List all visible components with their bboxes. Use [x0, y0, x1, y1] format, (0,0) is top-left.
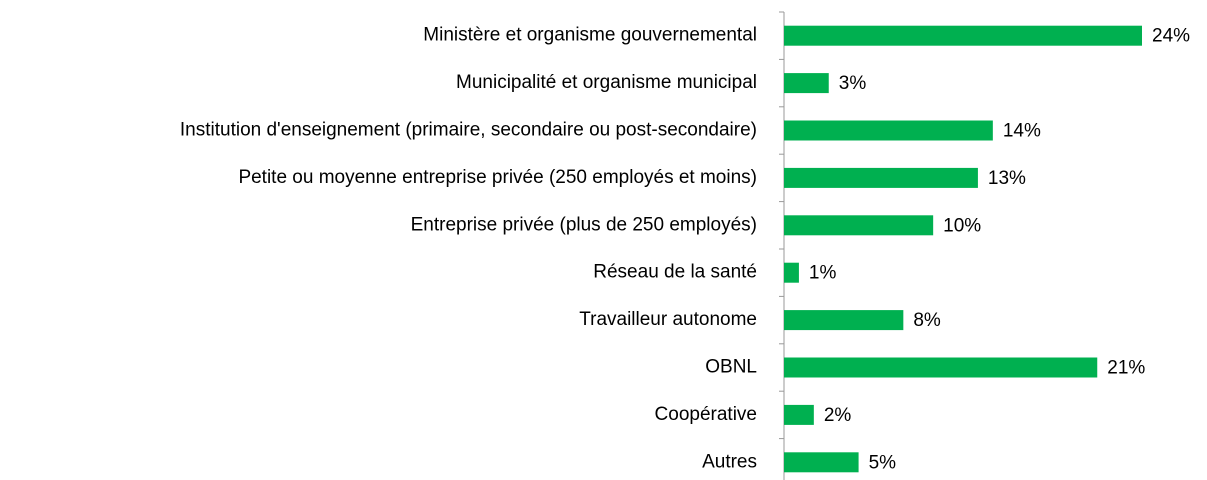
value-label: 24% [1152, 26, 1190, 47]
category-label: Entreprise privée (plus de 250 employés) [411, 214, 757, 235]
bar [784, 215, 934, 236]
category-label: Réseau de la santé [593, 262, 757, 283]
category-label: Coopérative [655, 404, 757, 425]
value-label: 21% [1107, 358, 1145, 379]
value-label: 5% [869, 452, 897, 473]
value-label: 14% [1003, 121, 1041, 142]
bar [784, 357, 1098, 378]
category-label: Institution d'enseignement (primaire, se… [180, 120, 757, 141]
bar [784, 25, 1142, 46]
bar [784, 262, 799, 283]
category-label: Petite ou moyenne entreprise privée (250… [238, 167, 757, 188]
bar [784, 73, 829, 94]
value-label: 3% [839, 73, 867, 94]
category-label: OBNL [705, 357, 757, 378]
bar [784, 452, 859, 473]
value-label: 2% [824, 405, 852, 426]
bar [784, 310, 904, 331]
category-label: Municipalité et organisme municipal [456, 72, 757, 93]
value-label: 13% [988, 168, 1026, 189]
bar [784, 167, 978, 188]
value-label: 10% [943, 215, 981, 236]
value-label: 8% [913, 310, 941, 331]
bar [784, 404, 814, 425]
category-label: Travailleur autonome [579, 309, 757, 330]
value-label: 1% [809, 263, 837, 284]
category-label: Autres [702, 451, 757, 472]
bar [784, 120, 993, 141]
category-label: Ministère et organisme gouvernemental [423, 25, 757, 46]
